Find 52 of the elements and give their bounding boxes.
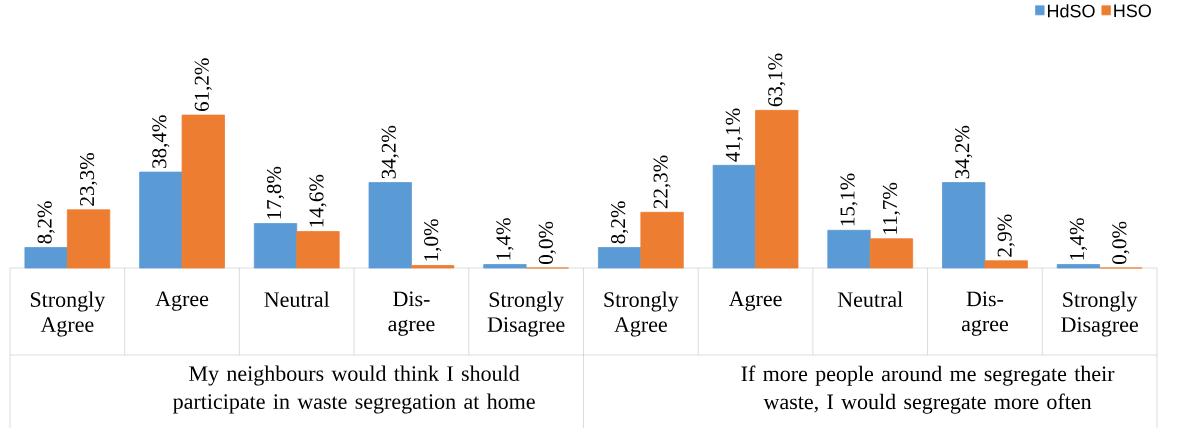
data-label: 14,6% — [309, 174, 327, 227]
bar — [66, 209, 111, 269]
data-label: 1,4% — [1069, 218, 1088, 260]
data-label: 2,9% — [997, 214, 1015, 257]
x-tick-label: Strongly Disagree — [1061, 291, 1138, 337]
bar — [640, 211, 684, 269]
data-label: 22,3% — [653, 155, 671, 209]
data-label: 8,2% — [611, 201, 629, 244]
data-label: 15,1% — [840, 173, 858, 226]
x-tick-label: Strongly Agree — [604, 291, 679, 337]
bar — [483, 264, 527, 269]
legend-label: HdSO — [1047, 4, 1095, 18]
x-tick-label: Agree — [728, 291, 782, 311]
bar — [869, 238, 914, 269]
data-label: 23,3% — [79, 153, 98, 206]
bar — [712, 164, 756, 269]
bar — [296, 231, 340, 269]
data-label: 0,0% — [538, 221, 556, 264]
data-label: 1,4% — [496, 218, 514, 260]
data-label: 1,0% — [424, 219, 442, 261]
x-tick-label: Agree — [155, 291, 209, 311]
bar — [411, 265, 455, 269]
data-label: 17,8% — [266, 166, 285, 219]
data-label: 38,4% — [152, 115, 170, 168]
bar — [253, 223, 298, 269]
data-label: 34,2% — [381, 125, 399, 179]
bar — [368, 182, 412, 269]
bar — [984, 260, 1028, 269]
text: My neighbours would think I should participate in waste segregation at home — [173, 365, 535, 414]
bar — [942, 182, 986, 269]
bar — [598, 247, 642, 269]
bar — [755, 109, 799, 269]
x-tick-label: Neutral — [837, 291, 903, 307]
data-label: 34,2% — [955, 125, 973, 179]
x-tick-label: Dis- agree — [388, 291, 435, 336]
bar — [827, 229, 871, 269]
text: If more people around me segregate their waste, I would segregate more often — [741, 365, 1115, 414]
data-label: 0,0% — [1112, 221, 1130, 264]
x-tick-label: Neutral — [264, 291, 330, 307]
x-tick-label: Dis- agree — [961, 291, 1008, 336]
x-tick-label: Strongly Disagree — [487, 291, 565, 337]
data-label: 11,7% — [882, 182, 901, 234]
data-label: 41,1% — [725, 108, 743, 162]
bar — [139, 171, 183, 269]
data-label: 63,1% — [768, 53, 786, 107]
data-label: 61,2% — [194, 58, 212, 111]
x-tick-label: Strongly Agree — [30, 291, 106, 337]
bar — [1056, 264, 1101, 269]
bar — [24, 247, 68, 269]
legend-label: HSO — [1114, 4, 1151, 18]
data-label: 8,2% — [37, 201, 55, 244]
bar — [181, 114, 225, 269]
